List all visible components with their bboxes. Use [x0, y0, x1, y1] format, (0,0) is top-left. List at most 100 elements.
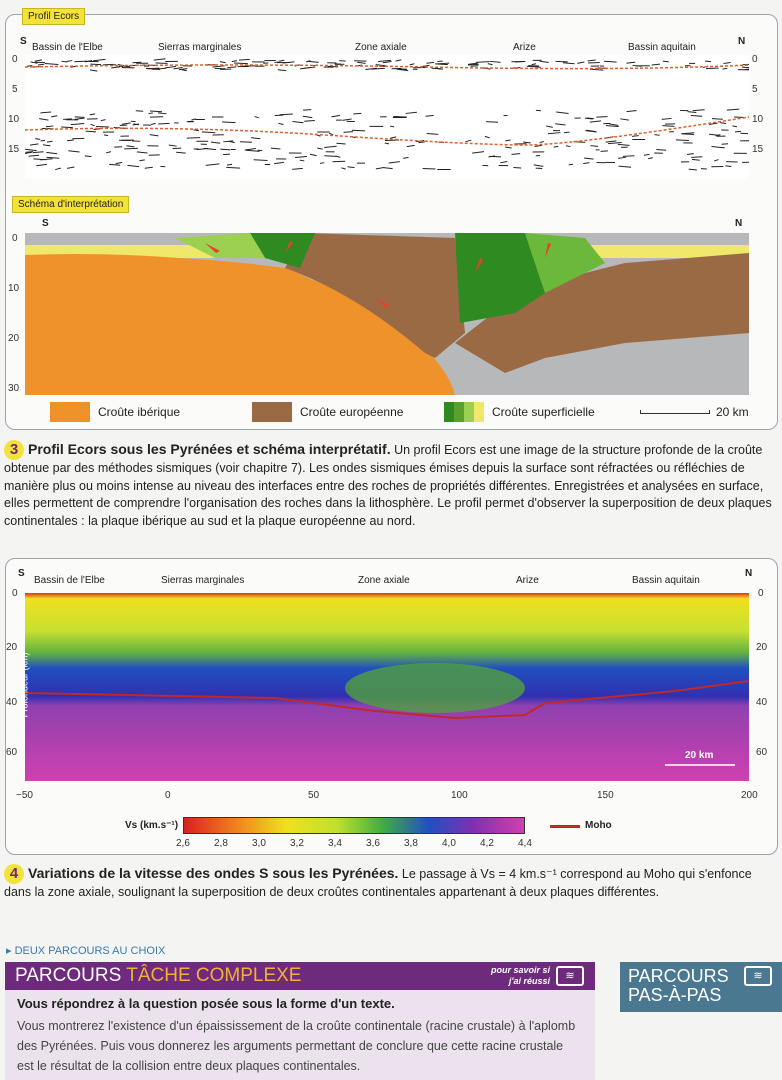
reflector: [467, 62, 478, 65]
reflector: [382, 60, 392, 64]
reflector: [562, 62, 575, 65]
reflector: [233, 62, 248, 65]
reflector: [205, 163, 220, 166]
reflector: [173, 67, 183, 70]
reflector: [605, 140, 617, 143]
colorbar-tick: 4,4: [518, 838, 532, 849]
caption-title: Profil Ecors sous les Pyrénées et schéma…: [28, 441, 391, 457]
reflector: [226, 163, 233, 166]
reflector: [500, 161, 508, 164]
reflector: [149, 134, 159, 137]
reflector: [662, 125, 675, 127]
reflector: [470, 65, 479, 67]
reflector: [309, 153, 317, 157]
reflector: [604, 60, 617, 63]
alt-title-b: PAS-À-PAS: [628, 985, 722, 1005]
reflector: [158, 122, 170, 125]
legend-label: Croûte européenne: [300, 405, 404, 419]
reflector: [186, 137, 201, 139]
reflector: [715, 134, 721, 137]
self-check-link[interactable]: pour savoir si j'ai réussi: [490, 965, 550, 986]
reflector: [307, 60, 319, 63]
reflector: [691, 156, 703, 158]
reflector: [389, 136, 397, 139]
depth-tick: 20: [756, 642, 768, 653]
reflector: [378, 59, 391, 62]
reflector: [25, 148, 37, 152]
reflector: [618, 165, 632, 168]
reflector: [33, 158, 47, 161]
moho-line: [25, 680, 749, 720]
reflector: [304, 119, 315, 122]
reflector: [29, 143, 39, 146]
task-body: Vous montrerez l'existence d'un épaissis…: [17, 1019, 576, 1073]
step-by-step-button[interactable]: PARCOURS PAS-À-PAS: [620, 962, 782, 1012]
reflector: [688, 168, 697, 171]
reflector: [406, 144, 415, 148]
interpretation-schema: [25, 233, 749, 395]
reflector: [596, 116, 608, 118]
reflector: [222, 153, 231, 156]
reflector: [726, 108, 740, 111]
colorbar-tick: 3,2: [290, 838, 304, 849]
laptop-wifi-icon[interactable]: ≋: [556, 966, 584, 986]
reflector: [244, 147, 256, 151]
reflector: [319, 162, 325, 164]
reflector: [223, 140, 234, 143]
reflector: [486, 121, 499, 123]
legend-label: Croûte ibérique: [98, 405, 181, 419]
reflector: [555, 60, 568, 63]
x-tick: −50: [16, 790, 33, 801]
moho-legend-label: Moho: [585, 820, 612, 831]
reflector: [426, 132, 439, 135]
reflector: [632, 64, 642, 67]
reflector: [90, 123, 95, 127]
reflector: [45, 125, 54, 128]
reflector: [586, 129, 596, 133]
reflector: [37, 63, 45, 66]
reflector: [121, 122, 131, 125]
reflector: [204, 147, 217, 151]
reflector: [418, 141, 425, 144]
depth-tick: 60: [756, 747, 768, 758]
reflector: [353, 112, 362, 115]
reflector: [545, 125, 553, 128]
colorbar-tick: 4,2: [480, 838, 494, 849]
reflector: [257, 149, 263, 152]
reflector: [533, 164, 544, 167]
reflector: [531, 63, 537, 66]
reflector: [219, 61, 226, 64]
reflector: [245, 149, 260, 152]
reflector: [626, 110, 637, 113]
reflector: [126, 145, 135, 148]
reflector: [324, 145, 337, 148]
laptop-wifi-icon[interactable]: ≋: [744, 966, 772, 986]
reflector: [691, 158, 700, 161]
reflector: [85, 130, 97, 133]
region-label: Zone axiale: [358, 575, 410, 586]
x-tick: 100: [451, 790, 468, 801]
reflector: [513, 166, 522, 169]
legend-label: Croûte superficielle: [492, 405, 595, 419]
caption-text: Un profil Ecors est une image de la stru…: [4, 443, 772, 528]
reflector: [705, 60, 712, 63]
depth-tick: 5: [12, 84, 18, 95]
reflector: [651, 63, 661, 66]
reflector: [505, 139, 511, 142]
reflector: [222, 121, 236, 124]
reflector: [25, 151, 34, 153]
reflector: [605, 125, 619, 127]
reflector: [238, 58, 250, 61]
colorbar-label: Vs (km.s⁻¹): [125, 820, 179, 831]
reflector: [111, 66, 121, 69]
reflector: [150, 110, 163, 113]
reflector: [720, 122, 727, 125]
reflector: [675, 139, 689, 141]
reflector: [51, 115, 58, 118]
reflector: [620, 118, 629, 121]
reflector: [709, 122, 718, 125]
reflector: [488, 155, 496, 158]
depth-tick: 5: [752, 84, 758, 95]
reflector: [590, 145, 599, 147]
alt-title-a: PARCOURS: [628, 966, 729, 986]
